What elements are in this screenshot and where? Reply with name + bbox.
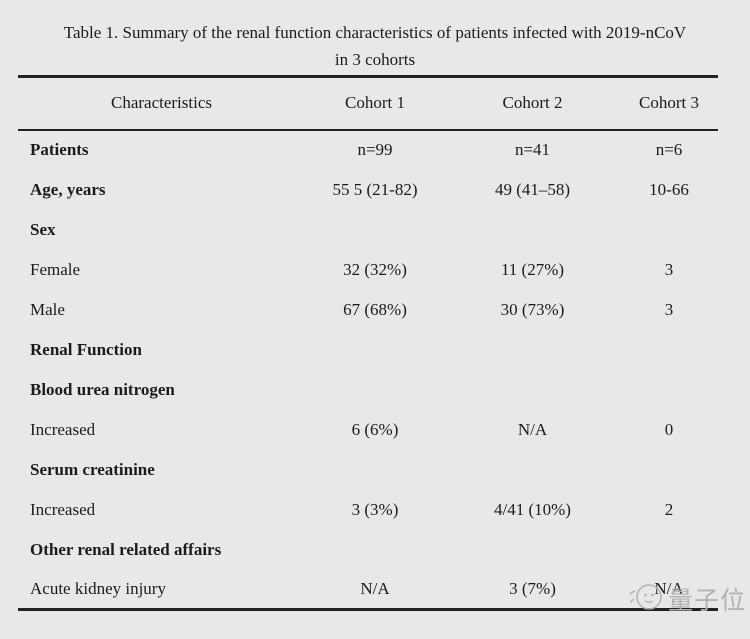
table-row: Female 32 (32%) 11 (27%) 3 [18,250,718,290]
table-row: Male 67 (68%) 30 (73%) 3 [18,290,718,330]
cell-value: 4/41 (10%) [494,499,571,519]
table-row: Increased 3 (3%) 4/41 (10%) 2 [18,490,718,530]
cell-value: 32 (32%) [343,259,407,279]
cell-value: n=41 [514,140,551,159]
cell-value: 3 (7%) [509,578,556,598]
cell-value: 3 [664,299,674,319]
row-label: Male [30,299,65,319]
cell-value [305,530,445,570]
cell-value: n=6 [655,140,683,159]
table-row: Acute kidney injury N/A 3 (7%) N/A [18,570,718,610]
cell-value [620,210,718,250]
cell-value: 2 [664,499,674,519]
cell-value: 0 [664,419,674,439]
cell-value [620,450,718,490]
table-caption: Table 1. Summary of the renal function c… [0,0,750,73]
row-label: Age, years [30,179,106,199]
row-label: Serum creatinine [30,459,155,479]
cell-value [620,330,718,370]
row-label: Blood urea nitrogen [30,379,175,399]
table-row: Age, years 55 5 (21-82) 49 (41–58) 10-66 [18,170,718,210]
table-row: Renal Function [18,330,718,370]
cell-value: 55 5 (21-82) [332,179,418,199]
cell-value [445,330,620,370]
cell-value [305,370,445,410]
table-row: Patients n=99 n=41 n=6 [18,130,718,170]
cell-value [305,330,445,370]
table-header-row: Characteristics Cohort 1 Cohort 2 Cohort… [18,76,718,131]
row-label: Patients [30,140,89,159]
row-label: Acute kidney injury [30,578,166,598]
row-label: Female [30,259,81,279]
cell-value: N/A [360,578,390,598]
cell-value: 49 (41–58) [494,179,571,199]
cell-value: N/A [654,578,684,598]
table-caption-line1: Table 1. Summary of the renal function c… [63,23,687,42]
cell-value [445,530,620,570]
cell-value: 30 (73%) [500,299,565,319]
cell-value [445,210,620,250]
table-row: Blood urea nitrogen [18,370,718,410]
cell-value: 3 [664,259,674,279]
table-row: Increased 6 (6%) N/A 0 [18,410,718,450]
table-row: Other renal related affairs [18,530,718,570]
cell-value: n=99 [357,140,393,159]
cell-value [620,370,718,410]
cell-value [305,210,445,250]
column-header-cohort-1: Cohort 1 [305,76,445,131]
cell-value: 11 (27%) [500,259,565,279]
renal-function-table: Characteristics Cohort 1 Cohort 2 Cohort… [18,75,718,611]
cell-value: 6 (6%) [351,419,399,439]
cell-value: N/A [517,419,548,439]
table-row: Serum creatinine [18,450,718,490]
column-header-cohort-2: Cohort 2 [445,76,620,131]
cell-value: 67 (68%) [343,299,407,319]
cell-value [445,450,620,490]
cell-value: 10-66 [649,179,689,199]
cell-value [445,370,620,410]
cell-value: 3 (3%) [351,499,399,519]
row-label: Renal Function [30,339,142,359]
cell-value [305,450,445,490]
row-label: Sex [30,219,56,239]
row-label: Increased [30,499,96,519]
row-label: Other renal related affairs [30,539,222,559]
cell-value [620,530,718,570]
column-header-cohort-3: Cohort 3 [620,76,718,131]
table-row: Sex [18,210,718,250]
column-header-characteristics: Characteristics [18,76,305,131]
table-caption-line2: in 3 cohorts [334,50,416,69]
row-label: Increased [30,419,96,439]
